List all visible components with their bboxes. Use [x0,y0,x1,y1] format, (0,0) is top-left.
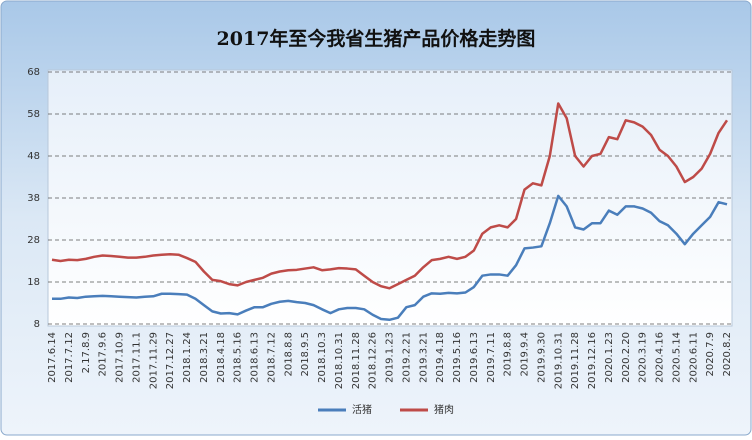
x-tick-label: 2019.8.8 [503,332,514,377]
x-tick-label: 2020.7.9 [705,332,716,377]
x-tick-label: 2018.8.8 [283,332,294,377]
y-tick-label: 8 [34,319,40,330]
x-tick-label: 2017.6.14 [47,332,58,383]
x-tick-label: 2019.2.21 [401,332,412,383]
legend-label: 猪肉 [434,403,454,416]
y-tick-label: 68 [27,67,40,78]
x-tick-label: 2018.5.16 [233,332,244,383]
x-tick-label: 2018.9.5 [300,332,311,377]
y-tick-label: 58 [27,109,40,120]
x-tick-label: 2019.1.23 [385,332,396,383]
y-tick-label: 18 [27,277,40,288]
x-tick-label: 2019.4.18 [435,332,446,383]
series-line [52,194,728,322]
x-tick-label: 2020.4.16 [655,332,666,383]
x-tick-label: 2018.6.13 [250,332,261,383]
x-tick-label: 2019.9.4 [520,332,531,377]
x-tick-label: 2019.9.30 [536,332,547,383]
x-tick-label: 2017.11.29 [148,332,159,389]
x-tick-label: 2018.3.21 [199,332,210,383]
x-tick-label: 2017.11.1 [131,332,142,383]
x-tick-label: 2.17.8.9 [81,332,92,373]
x-tick-label: 2020.3.19 [638,332,649,383]
x-tick-label: 2017.9.6 [98,332,109,377]
x-tick-label: 2019.7.11 [486,332,497,383]
x-tick-label: 2017.10.9 [115,332,126,383]
y-tick-label: 28 [27,235,40,246]
x-tick-label: 2020.2.20 [621,332,632,383]
x-tick-label: 2018.12.26 [368,332,379,389]
x-tick-label: 2019.11.28 [570,332,581,389]
legend-label: 活猪 [352,404,372,416]
x-tick-label: 2017.7.12 [64,332,75,383]
x-tick-label: 2019.3.21 [418,332,429,383]
x-tick-label: 2018.10.3 [317,332,328,383]
x-tick-label: 2020.8.2 [722,332,733,377]
x-tick-label: 2020.5.14 [671,332,682,383]
x-tick-label: 2018.4.18 [216,332,227,383]
x-tick-label: 2018.7.12 [266,332,277,383]
x-tick-label: 2017.12.27 [165,332,176,389]
x-tick-label: 2018.1.24 [182,332,193,383]
x-tick-label: 2020.1.23 [604,332,615,383]
x-tick-label: 2019.5.16 [452,332,463,383]
x-tick-label: 2018.11.28 [351,332,362,389]
chart-title: 2017年至今我省生猪产品价格走势图 [217,27,536,50]
x-tick-label: 2019.10.31 [553,332,564,389]
x-tick-label: 2019.12.16 [587,332,598,389]
x-tick-label: 2019.6.13 [469,332,480,383]
x-tick-label: 2020.6.11 [688,332,699,383]
y-tick-label: 48 [27,151,40,162]
y-tick-label: 38 [27,193,40,204]
x-tick-label: 2018.10.31 [334,332,345,389]
series-line [51,102,729,290]
